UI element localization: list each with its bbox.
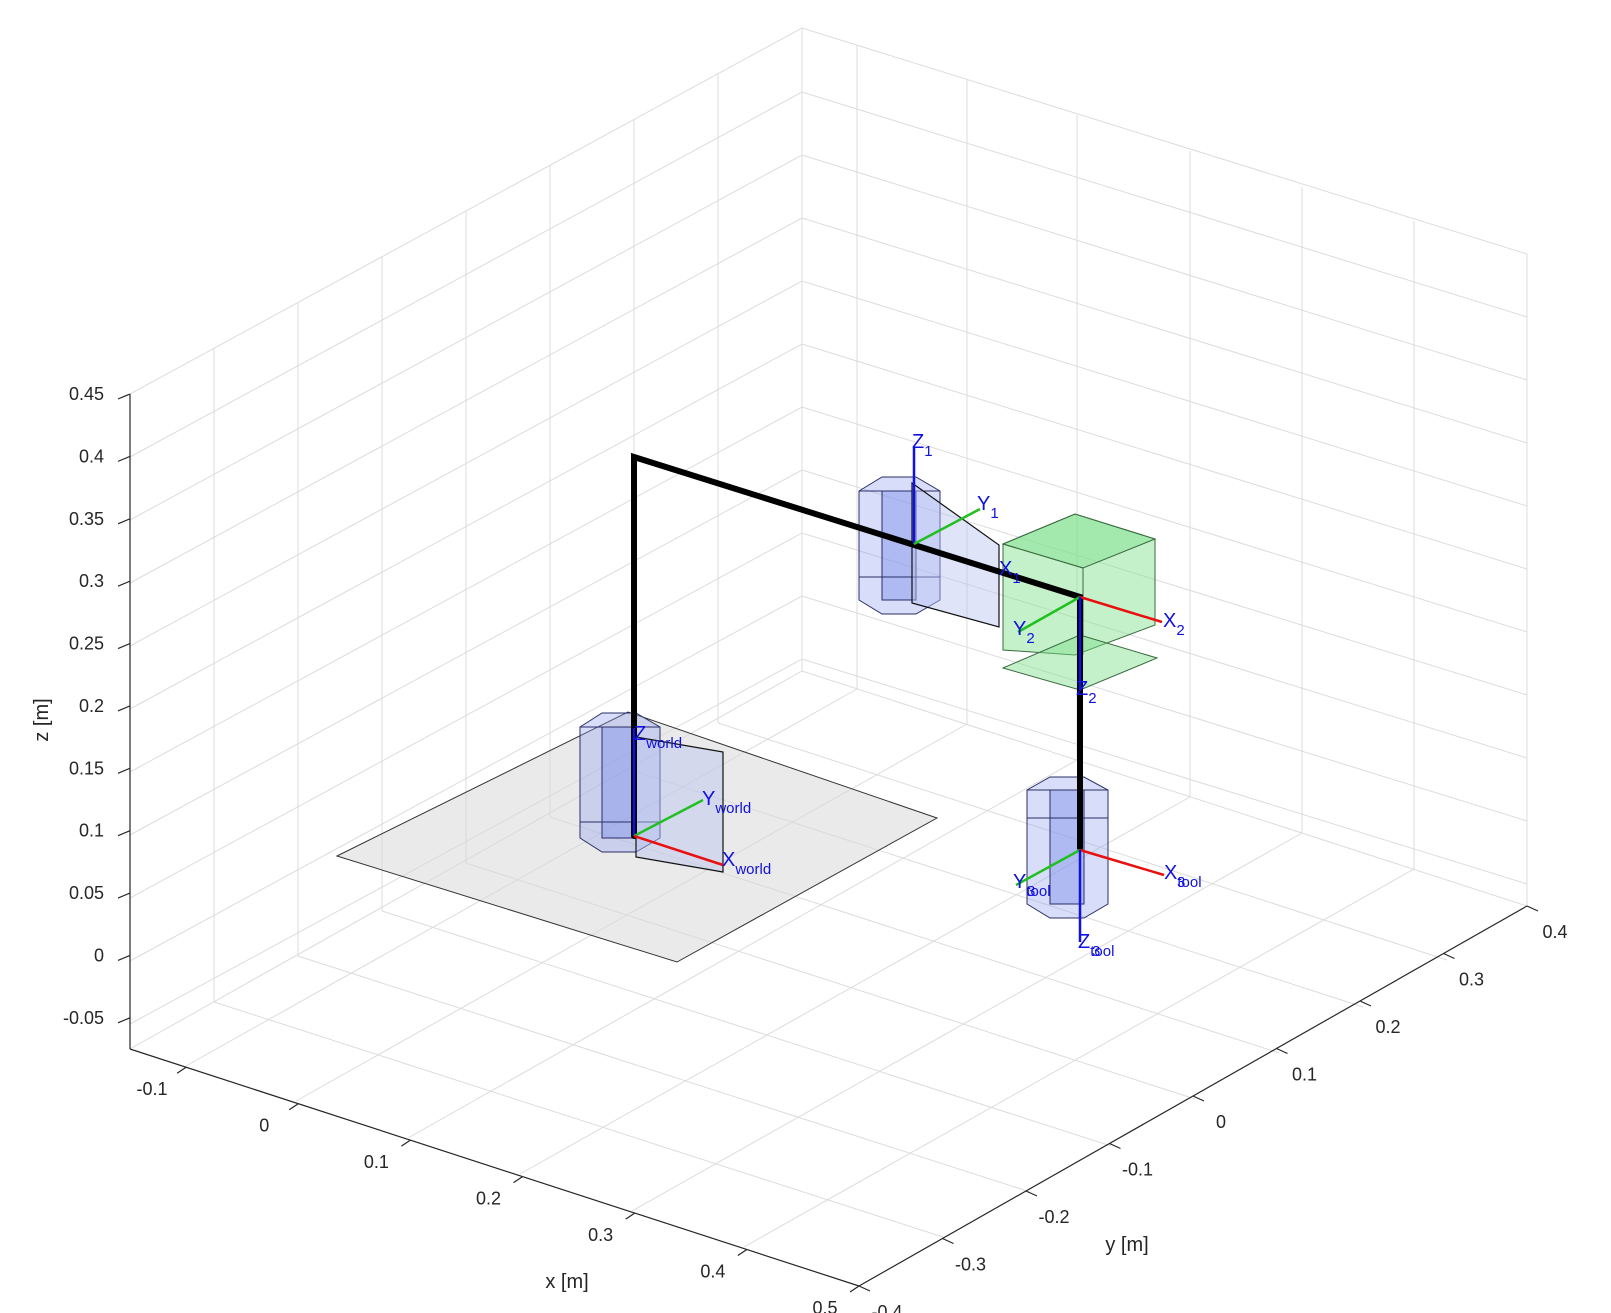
x-3-label: 3 [1177,874,1185,891]
x-tick-mark [625,1212,636,1220]
z-tick-label: 0.1 [79,821,104,841]
x-tool-label: Xtool [1164,862,1202,891]
z-tick-mark [117,1017,131,1024]
y-tick-mark [1359,1000,1372,1007]
x-tick-label: -0.1 [137,1079,168,1099]
z-tick-label: 0.45 [69,384,104,404]
grid-lines [129,27,1528,1248]
z-tick-mark [117,455,131,462]
z-tick-mark [117,518,131,525]
y-ticks: -0.4 -0.3 -0.2 -0.1 0 0.1 0.2 0.3 0.4 [858,905,1568,1313]
z-tick-label: -0.05 [63,1008,104,1028]
z-tick-label: 0.25 [69,634,104,654]
x-tick-label: 0.3 [588,1225,613,1245]
y-2-label: Y2 [1013,618,1035,647]
y-tick-label: -0.1 [1122,1160,1153,1180]
x-tick-mark [401,1139,411,1147]
z-tick-label: 0.2 [79,696,104,716]
y-tick-label: 0 [1216,1112,1226,1132]
z-tick-mark [117,393,131,400]
y-tick-label: -0.2 [1038,1207,1069,1227]
z-tick-mark [117,767,131,774]
x-2-label: X2 [1163,610,1185,639]
z-tick-label: 0.05 [69,883,104,903]
y-tool-label: Ytool [1013,871,1051,900]
frame-world [632,728,724,867]
x-tick-label: 0.4 [700,1262,725,1282]
z-tick-label: 0.4 [79,446,104,466]
y-tick-mark [858,1285,871,1292]
z-2-label: Z2 [1076,678,1097,707]
x-tick-label: 0 [259,1116,269,1136]
z-tick-mark [117,642,131,650]
x-axis-label: x [m] [545,1271,588,1293]
y-world-label: Yworld [702,788,751,817]
y-tick-mark [1276,1047,1288,1055]
y-1-label: Y1 [977,493,999,522]
x-tick-label: 0.2 [476,1189,501,1209]
z-tick-mark [117,892,131,899]
y-tick-label: 0.4 [1542,922,1567,942]
x-world-label: Xworld [722,849,771,878]
y-tick-mark [1109,1142,1121,1150]
y-tick-label: 0.2 [1375,1017,1400,1037]
y-tick-label: 0.3 [1459,970,1484,990]
z-ticks: -0.05 0 0.05 0.1 0.15 0.2 0.25 0.3 0.35 0.4 0.45 [63,384,131,1028]
y-axis-label: y [m] [1105,1234,1148,1256]
tool-cylinder [1026,776,1109,919]
x-tick-label: 0.5 [812,1298,837,1313]
y-tick-label: 0.1 [1292,1065,1317,1085]
frame-tool [1015,848,1165,942]
z-tool-label: Ztool [1078,931,1114,960]
frame-1 [912,448,981,546]
z-tick-label: 0.3 [79,571,104,591]
y-tick-mark [942,1237,954,1245]
z-tick-mark [117,830,131,837]
z-tick-label: 0.15 [69,758,104,778]
y-tick-mark [1443,952,1455,960]
z-world-label: Zworld [634,723,682,752]
joint1-cylinder [858,476,1000,628]
y-tick-mark [1192,1095,1205,1102]
z-3-label: 3 [1092,943,1100,960]
x-tick-mark [288,1103,299,1111]
y-tick-mark [1526,905,1539,912]
robot-links [631,452,1083,851]
frame-2 [1017,595,1163,690]
z-tick-mark [117,580,131,587]
x-tick-mark [176,1066,187,1074]
x-tick-mark [737,1249,748,1257]
base-joint-cylinder [579,712,724,873]
z-tick-mark [117,954,131,961]
y-tick-label: -0.3 [955,1255,986,1275]
z-tick-label: 0 [94,945,104,965]
z-tick-mark [117,705,131,712]
x-tick-label: 0.1 [364,1152,389,1172]
y-3-label: 3 [1027,883,1035,900]
y-tick-mark [1025,1190,1038,1197]
x-tick-mark [513,1176,523,1184]
z-tick-label: 0.35 [69,509,104,529]
x-ticks: -0.1 0 0.1 0.2 0.3 0.4 0.5 [137,1066,860,1313]
x-tick-mark [849,1285,860,1293]
x-1-label: X1 [999,558,1021,587]
y-tick-label: -0.4 [871,1302,902,1313]
z-axis-label: z [m] [31,698,53,741]
frame-labels: Zworld Yworld Xworld Z1 Y1 X1 X2 Y2 Z2 X… [634,431,1202,960]
z-1-label: Z1 [912,431,933,460]
